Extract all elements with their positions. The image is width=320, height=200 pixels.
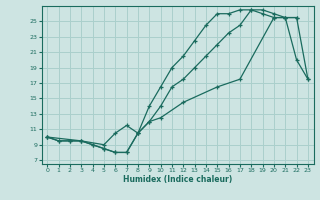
X-axis label: Humidex (Indice chaleur): Humidex (Indice chaleur) xyxy=(123,175,232,184)
